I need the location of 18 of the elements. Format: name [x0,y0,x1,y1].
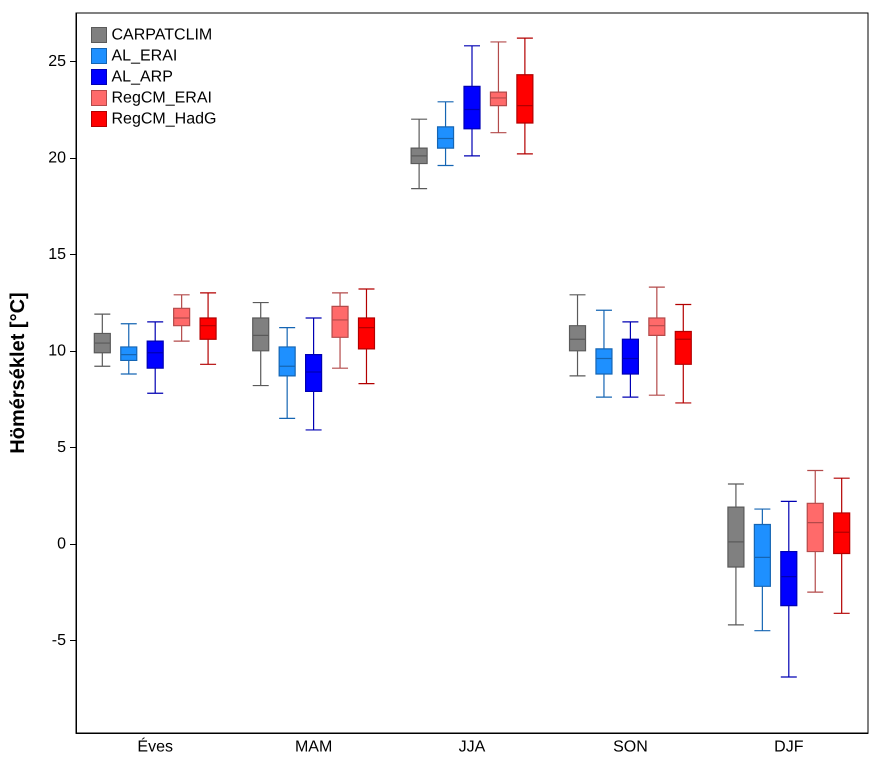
legend-label: CARPATCLIM [112,26,212,44]
x-tick-label: MAM [294,738,332,756]
legend-label: AL_ERAI [112,48,178,64]
y-tick-label: 20 [48,149,66,166]
x-tick-label: Éves [137,738,173,756]
y-tick-label: 15 [48,246,66,263]
y-tick-label: -5 [52,632,66,649]
legend-label: RegCM_ERAI [112,90,212,106]
x-tick-label: DJF [774,738,804,756]
y-tick-label: 25 [48,52,66,70]
legend-label: AL_ARP [112,68,173,86]
y-tick-label: 5 [57,438,66,456]
legend-label: RegCM_HadG [112,110,216,128]
x-tick-label: JJA [458,738,486,756]
y-tick-label: 10 [48,342,66,360]
x-tick-label: SON [613,738,648,756]
y-axis-title: Hömérséklet [°C] [7,292,29,454]
y-tick-label: 0 [57,535,66,552]
